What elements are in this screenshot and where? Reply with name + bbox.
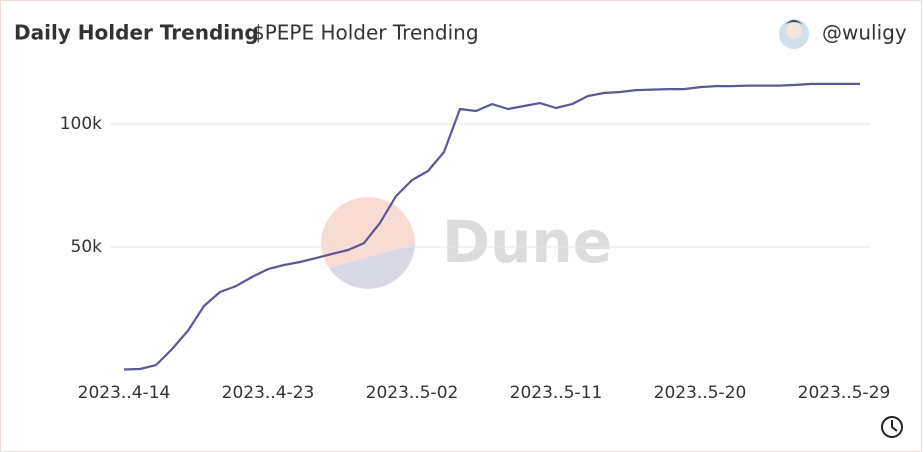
chart-subtitle: $PEPE Holder Trending <box>252 21 479 45</box>
x-tick-label: 2023..5-29 <box>798 383 891 403</box>
line-series <box>123 82 860 371</box>
clock-icon[interactable] <box>881 416 903 438</box>
x-tick-label: 2023..4-23 <box>222 383 315 403</box>
x-tick-label: 2023..5-20 <box>654 383 747 403</box>
watermark: Dune <box>442 208 612 276</box>
user-name[interactable]: @wuligy <box>822 21 907 45</box>
y-tick-label: 50k <box>71 237 103 257</box>
y-tick-label: 100k <box>60 114 102 134</box>
dune-logo <box>321 197 415 289</box>
x-tick-label: 2023..4-14 <box>78 383 171 403</box>
chart-title: Daily Holder Trending <box>14 21 259 45</box>
x-tick-label: 2023..5-11 <box>510 383 603 403</box>
avatar <box>779 19 809 49</box>
x-tick-label: 2023..5-02 <box>366 383 459 403</box>
